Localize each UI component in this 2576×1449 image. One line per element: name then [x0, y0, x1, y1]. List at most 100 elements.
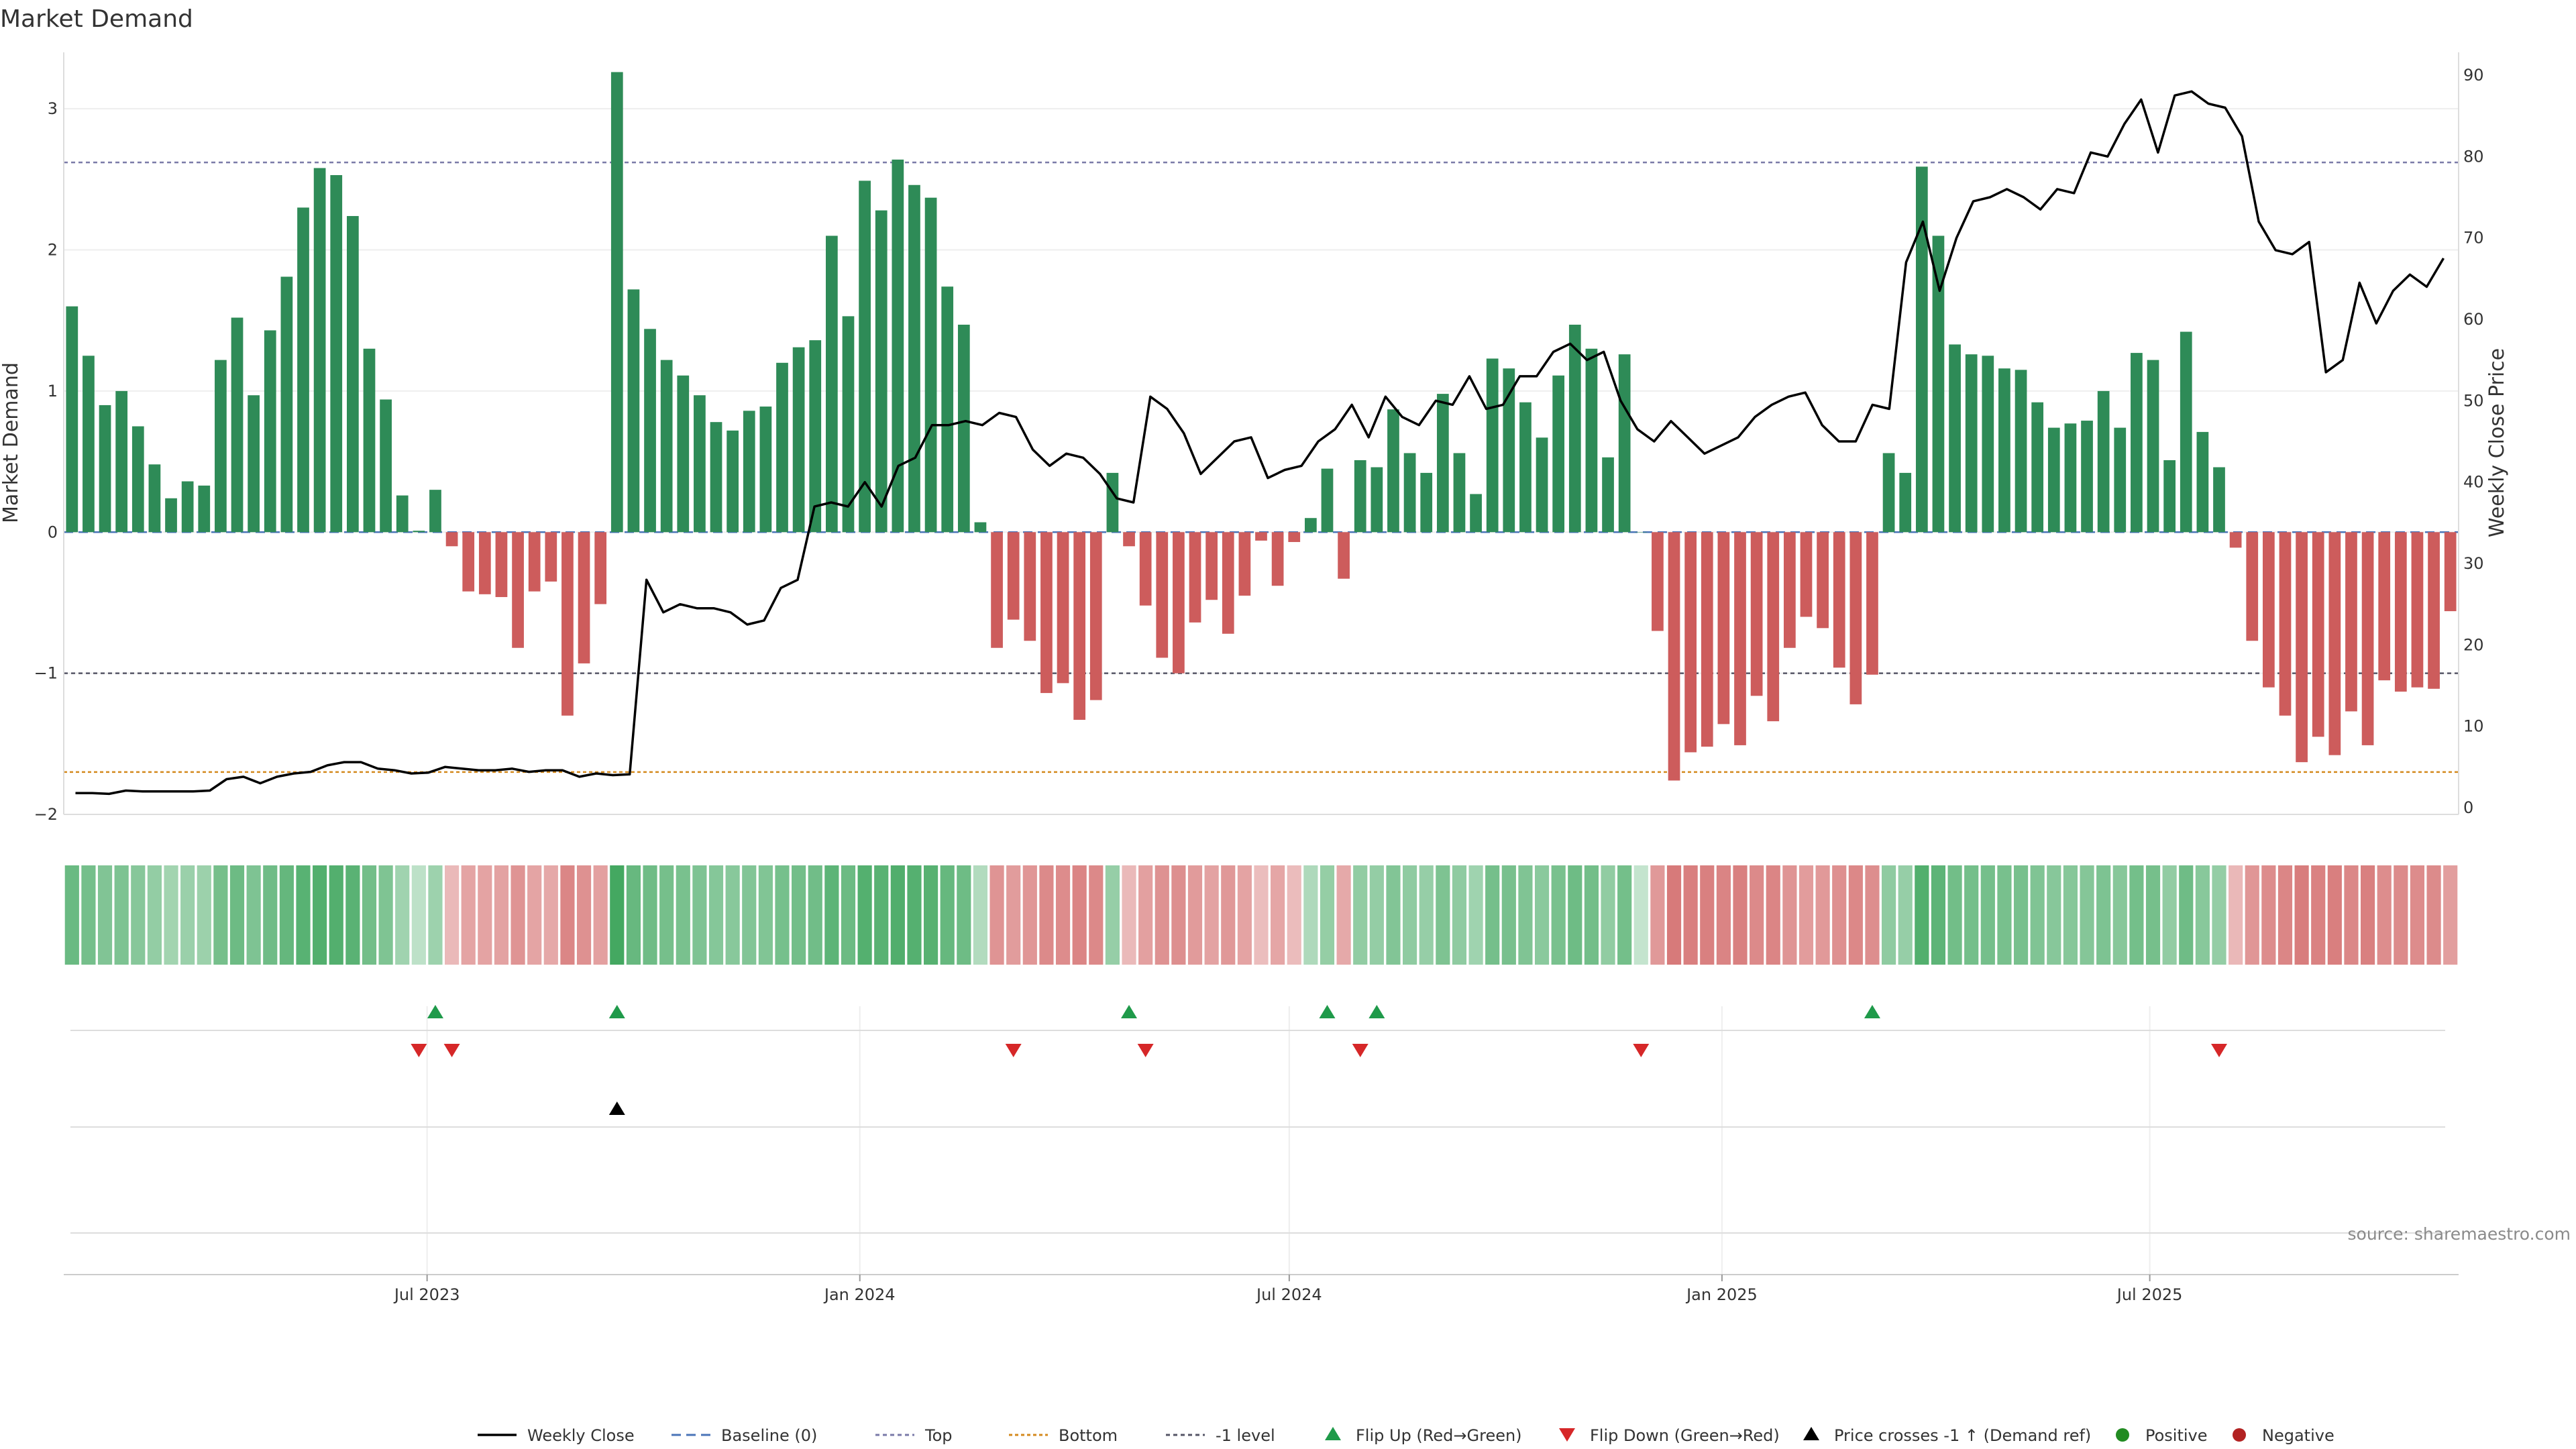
- heat-strip-cell: [1105, 865, 1120, 965]
- demand-bar: [1701, 532, 1713, 747]
- legend-label: -1 level: [1216, 1426, 1275, 1445]
- heat-strip-cell: [197, 865, 211, 965]
- demand-bar: [1602, 457, 1614, 533]
- legend: Weekly Close Baseline (0) Top Bottom -1 leve…: [478, 1426, 2334, 1445]
- demand-bar: [2394, 532, 2407, 692]
- heat-strip-cell: [2162, 865, 2177, 965]
- demand-bar: [1205, 532, 1218, 600]
- heat-strip-cell: [2229, 865, 2243, 965]
- demand-bar: [2328, 532, 2341, 755]
- demand-bar: [2097, 390, 2110, 533]
- y2-tick-label: 30: [2463, 554, 2484, 573]
- demand-bars: [66, 72, 2457, 781]
- heat-strip-cell: [1485, 865, 1500, 965]
- demand-bar: [677, 375, 690, 533]
- demand-bar: [610, 72, 623, 533]
- legend-flip-up-swatch: [1325, 1427, 1341, 1440]
- heat-strip-cell: [263, 865, 278, 965]
- demand-bar: [1800, 532, 1813, 617]
- demand-bar: [1321, 468, 1334, 533]
- heat-strip-cell: [345, 865, 360, 965]
- demand-bar: [2378, 532, 2391, 681]
- heat-strip-cell: [2013, 865, 2029, 965]
- heat-strip-cell: [1320, 865, 1335, 965]
- heat-strip-cell: [2212, 865, 2226, 965]
- heat-strip-cell: [676, 865, 690, 965]
- heat-strip-cell: [180, 865, 195, 965]
- heat-strip-cell: [1436, 865, 1450, 965]
- heat-strip-cell: [708, 865, 724, 965]
- heat-strip-cell: [246, 865, 261, 965]
- heat-strip-cell: [2311, 865, 2326, 965]
- heat-strip-cell: [2277, 865, 2293, 965]
- heat-strip-cell: [2344, 865, 2359, 965]
- heat-strip-cell: [395, 865, 410, 965]
- heat-strip-cell: [643, 865, 657, 965]
- heat-strip-cell: [1750, 865, 1764, 965]
- heat-strip-cell: [1501, 865, 1516, 965]
- weekly-close-polyline: [75, 90, 2445, 796]
- flip-up-marker: [1121, 1005, 1138, 1018]
- demand-bar: [1783, 532, 1796, 648]
- heat-strip-cell: [229, 865, 245, 965]
- demand-bar: [380, 399, 392, 533]
- y-axis-label: Market Demand: [0, 362, 23, 523]
- legend-label: Price crosses -1 ↑ (Demand ref): [1834, 1426, 2091, 1445]
- heat-strip-cell: [362, 865, 377, 965]
- demand-bar: [1123, 532, 1135, 547]
- heat-strip-cell: [1799, 865, 1814, 965]
- heat-strip-cell: [857, 865, 872, 965]
- flip-down-marker: [1633, 1044, 1650, 1057]
- demand-bar: [1568, 325, 1581, 533]
- y2-tick-label: 60: [2463, 310, 2484, 329]
- demand-bar: [908, 184, 920, 533]
- demand-bar: [1866, 532, 1878, 675]
- demand-bar: [462, 532, 475, 592]
- heat-strip-cell: [444, 865, 460, 965]
- demand-bar: [83, 356, 95, 533]
- heat-strip-cell: [1997, 865, 2012, 965]
- y2-tick-label: 80: [2463, 147, 2484, 166]
- heat-strip-cell: [131, 865, 146, 965]
- flip-up-marker: [1864, 1005, 1880, 1018]
- demand-bar: [280, 276, 293, 533]
- legend-label: Weekly Close: [527, 1426, 635, 1445]
- demand-bar: [2163, 460, 2176, 533]
- demand-bar: [792, 347, 805, 533]
- y-tick-label: 3: [48, 99, 58, 118]
- demand-bar: [1503, 368, 1515, 533]
- heat-strip-cell: [576, 865, 592, 965]
- demand-bar: [561, 532, 574, 716]
- demand-heat-strip: [64, 865, 2458, 965]
- demand-bar: [2047, 427, 2060, 533]
- demand-bar: [1652, 532, 1664, 631]
- heat-strip-cell: [1155, 865, 1169, 965]
- demand-bar: [1222, 532, 1234, 634]
- heat-strip-cell: [97, 865, 113, 965]
- heat-strip-cell: [114, 865, 129, 965]
- heat-strip-cell: [2063, 865, 2078, 965]
- legend-positive-swatch: [2116, 1428, 2129, 1442]
- heat-strip-cell: [1138, 865, 1153, 965]
- heat-strip-cell: [725, 865, 740, 965]
- heat-strip-cell: [428, 865, 443, 965]
- demand-bar: [1073, 532, 1086, 720]
- heat-strip-cell: [1881, 865, 1896, 965]
- heat-strip-cell: [874, 865, 889, 965]
- demand-bar: [727, 430, 739, 533]
- heat-strip-cell: [1006, 865, 1021, 965]
- heat-strip-cell: [213, 865, 228, 965]
- demand-bar: [1552, 375, 1565, 533]
- heat-strip-cell: [1584, 865, 1599, 965]
- demand-bar: [66, 306, 78, 533]
- heat-strip-cell: [1931, 865, 1946, 965]
- flip-up-marker: [427, 1005, 443, 1018]
- heat-strip-cell: [378, 865, 393, 965]
- demand-bar: [1750, 532, 1763, 696]
- x-axis: Jul 2023 Jan 2024 Jul 2024 Jan 2025 Jul 2025: [64, 1274, 2459, 1304]
- flip-down-marker: [2211, 1044, 2227, 1057]
- demand-bar: [2081, 421, 2093, 533]
- demand-bar: [694, 395, 706, 533]
- heat-strip-cell: [1832, 865, 1847, 965]
